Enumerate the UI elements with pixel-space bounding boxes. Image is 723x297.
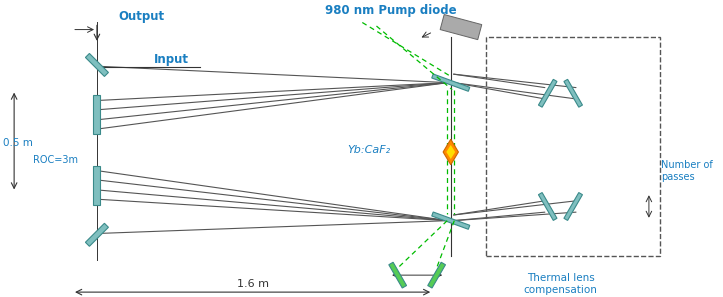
Polygon shape xyxy=(539,192,557,220)
Text: 0.5 m: 0.5 m xyxy=(3,138,33,148)
Polygon shape xyxy=(432,212,470,229)
Text: 980 nm Pump diode: 980 nm Pump diode xyxy=(325,4,456,17)
Polygon shape xyxy=(428,262,445,288)
Polygon shape xyxy=(432,74,470,91)
Polygon shape xyxy=(446,145,455,159)
Polygon shape xyxy=(85,223,108,246)
Polygon shape xyxy=(564,192,583,220)
Polygon shape xyxy=(443,139,458,165)
Polygon shape xyxy=(389,262,406,288)
Text: Yb:CaF₂: Yb:CaF₂ xyxy=(348,145,390,155)
Text: Input: Input xyxy=(153,53,189,67)
Text: 1.6 m: 1.6 m xyxy=(236,279,269,289)
Bar xyxy=(93,166,100,205)
Polygon shape xyxy=(85,53,108,76)
Text: Output: Output xyxy=(118,10,164,23)
Polygon shape xyxy=(564,79,583,107)
Text: ROC=3m: ROC=3m xyxy=(33,156,78,165)
Text: Number of
passes: Number of passes xyxy=(661,160,713,182)
Polygon shape xyxy=(539,79,557,107)
Text: Thermal lens
compensation: Thermal lens compensation xyxy=(523,273,597,295)
Bar xyxy=(93,95,100,134)
Bar xyxy=(486,37,659,256)
Bar xyxy=(440,15,482,40)
